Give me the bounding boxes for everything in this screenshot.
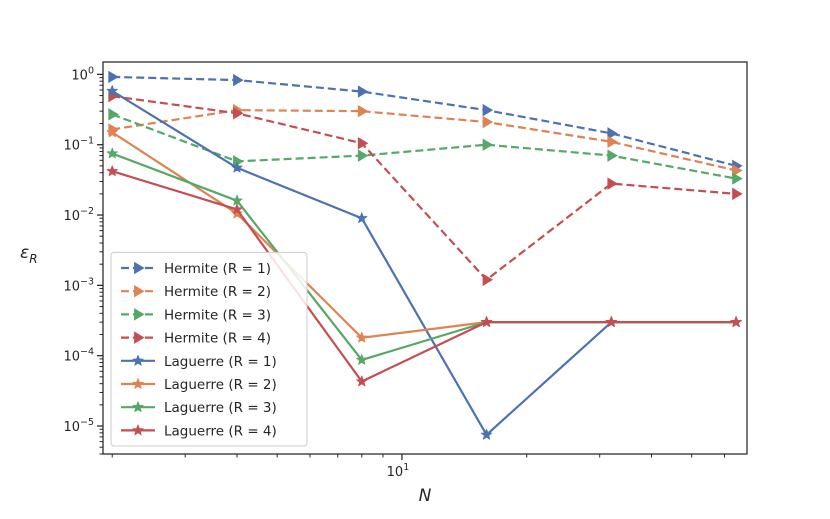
legend-marker: [132, 424, 144, 436]
data-point: [357, 149, 369, 162]
data-point: [231, 207, 243, 219]
data-point: [357, 136, 369, 150]
data-point: [106, 126, 118, 138]
data-point: [231, 194, 243, 206]
y-tick-label: 10−2: [63, 206, 94, 224]
series-hermite-r-3: [108, 108, 743, 185]
data-point: [607, 149, 618, 162]
data-point: [732, 172, 743, 185]
legend-entry: Laguerre (R = 3): [121, 400, 277, 416]
data-point: [108, 108, 119, 121]
legend-label: Laguerre (R = 1): [164, 354, 277, 370]
data-point: [233, 73, 244, 87]
series-line: [112, 109, 737, 172]
legend-label: Hermite (R = 2): [164, 284, 271, 300]
y-tick-label: 10−5: [63, 417, 94, 435]
data-point: [356, 212, 368, 224]
legend-marker: [132, 354, 144, 366]
legend-marker: [134, 284, 145, 298]
data-point: [730, 316, 742, 327]
data-point: [607, 127, 618, 140]
legend-label: Hermite (R = 3): [164, 307, 271, 323]
x-tick-label: 101: [387, 462, 410, 480]
legend-box: [110, 251, 308, 447]
data-point: [356, 375, 368, 387]
data-point: [108, 70, 119, 84]
legend-marker: [134, 308, 145, 321]
data-point: [357, 85, 369, 98]
y-tick-label: 100: [71, 65, 94, 83]
series-line: [112, 75, 737, 167]
data-point: [233, 155, 244, 168]
data-point: [607, 135, 618, 149]
data-point: [231, 161, 243, 173]
legend-marker: [134, 331, 145, 344]
series-line: [111, 170, 737, 383]
data-point: [233, 107, 244, 120]
data-point: [482, 273, 494, 287]
legend: Hermite (R = 1) Hermite (R = 2) Hermite (R…: [110, 251, 308, 447]
data-point: [732, 187, 743, 201]
legend-marker: [132, 401, 144, 413]
y-tick-label: 10−4: [63, 347, 94, 365]
series-hermite-r-1: [108, 70, 743, 173]
data-point: [106, 85, 118, 96]
data-point: [480, 316, 493, 327]
legend-label: Hermite (R = 1): [164, 261, 271, 277]
legend-label: Laguerre (R = 2): [164, 377, 277, 393]
legend-label: Laguerre (R = 4): [164, 423, 277, 439]
legend-marker: [132, 378, 144, 389]
data-point: [480, 428, 493, 440]
legend-entry: Hermite (R = 1): [121, 261, 271, 277]
data-point: [482, 138, 494, 151]
data-point: [106, 165, 118, 177]
series-layer: [106, 70, 743, 440]
legend-entry: Hermite (R = 3): [121, 307, 271, 323]
legend-entry: Hermite (R = 4): [121, 331, 271, 347]
data-point: [732, 164, 743, 177]
series-laguerre-r-4: [106, 165, 742, 387]
legend-entry: Laguerre (R = 2): [121, 377, 277, 393]
data-point: [231, 203, 243, 215]
series-line: [111, 113, 737, 180]
data-point: [482, 115, 494, 129]
y-tick-label: 10−1: [63, 136, 94, 154]
data-point: [607, 177, 618, 190]
data-point: [356, 354, 368, 365]
data-point: [482, 103, 494, 117]
series-line: [112, 95, 737, 281]
y-axis-label: εR: [20, 243, 38, 266]
legend-marker: [134, 261, 145, 275]
legend-entry: Laguerre (R = 1): [121, 354, 277, 370]
data-point: [357, 104, 369, 118]
data-point: [605, 316, 617, 327]
data-point: [106, 147, 118, 159]
data-point: [356, 331, 368, 343]
series-hermite-r-4: [108, 89, 743, 287]
legend-entry: Laguerre (R = 4): [121, 423, 277, 439]
y-tick-label: 10−3: [63, 276, 94, 294]
plot-frame: [102, 61, 748, 455]
x-axis-label: N: [419, 486, 432, 506]
legend-label: Laguerre (R = 3): [164, 400, 277, 416]
legend-entry: Hermite (R = 2): [121, 284, 271, 300]
legend-label: Hermite (R = 4): [164, 331, 271, 347]
